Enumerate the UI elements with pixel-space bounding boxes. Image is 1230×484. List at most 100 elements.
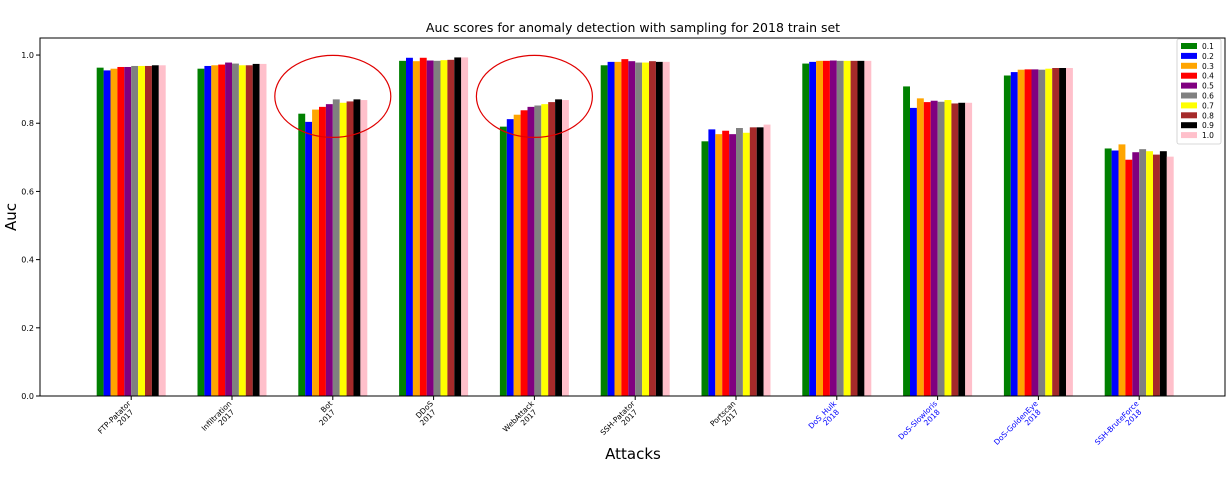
x-tick-label: DoS-Slowloris2018 (896, 399, 944, 447)
bar-0.8-ssh-bruteforce (1153, 154, 1160, 396)
bar-0.1-ssh-bruteforce (1104, 148, 1112, 396)
bar-0.8-dos-goldeneye (1052, 68, 1060, 396)
bar-0.6-dos_hulk (836, 60, 844, 397)
bar-0.5-dos_hulk (829, 60, 837, 396)
bar-0.2-ssh-bruteforce (1111, 150, 1119, 396)
bar-0.4-ssh-patator (621, 59, 629, 396)
x-tick-label: WebAttack2017 (501, 399, 542, 440)
bar-0.7-ssh-bruteforce (1146, 151, 1153, 396)
chart-title: Auc scores for anomaly detection with sa… (426, 20, 840, 35)
bar-0.9-ddos (454, 57, 462, 397)
x-tick-label-text: DoS-Slowloris2018 (896, 399, 944, 447)
bar-0.6-dos-slowloris (937, 101, 945, 396)
legend-label-0.4: 0.4 (1202, 72, 1214, 81)
x-tick-label-text: DoS-GoldenEye2018 (992, 399, 1046, 453)
bar-0.2-ftp-patator (103, 70, 111, 396)
x-tick-label-text: Infiltration2017 (200, 399, 240, 439)
x-tick-label-text: WebAttack2017 (501, 399, 542, 440)
bar-0.8-dos-slowloris (951, 103, 959, 397)
bar-0.8-bot (346, 101, 354, 397)
legend-label-0.6: 0.6 (1202, 92, 1214, 101)
bar-0.8-webattack (548, 102, 556, 396)
y-tick-label: 0.4 (21, 256, 34, 265)
legend-label-0.1: 0.1 (1202, 42, 1214, 51)
legend-swatch-0.6 (1181, 92, 1197, 99)
x-axis-label: Attacks (605, 445, 661, 463)
bar-0.7-dos_hulk (843, 60, 851, 397)
legend-swatch-0.1 (1181, 43, 1197, 49)
bar-0.6-portscan (736, 128, 743, 396)
bar-1.0-ddos (461, 57, 469, 397)
bar-0.2-ssh-patator (607, 61, 615, 397)
bar-0.9-dos-goldeneye (1059, 68, 1066, 396)
bar-0.5-infiltration (225, 62, 232, 397)
plot-frame (39, 37, 1226, 397)
bar-1.0-ftp-patator (158, 65, 166, 396)
y-tick-label: 0.6 (21, 187, 34, 196)
legend-swatch-1.0 (1181, 132, 1197, 139)
bar-0.3-ssh-patator (614, 61, 622, 397)
x-tick-label: DDoS2017 (412, 399, 441, 428)
bar-0.8-dos_hulk (850, 60, 858, 397)
bar-0.6-dos-goldeneye (1038, 69, 1046, 397)
legend-label-0.8: 0.8 (1202, 111, 1214, 120)
x-tick-label: FTP-Patator2017 (96, 398, 136, 435)
bar-0.6-ddos (433, 60, 441, 397)
bar-0.3-webattack (513, 114, 521, 397)
legend-swatch-0.2 (1181, 52, 1197, 59)
bar-0.2-ddos (406, 57, 413, 396)
bar-0.2-bot (305, 121, 313, 397)
bar-0.1-portscan (701, 141, 709, 396)
x-tick-label: Bot2017 (317, 399, 337, 427)
bar-0.4-portscan (722, 130, 730, 397)
bar-1.0-dos-goldeneye (1066, 68, 1073, 396)
bar-0.9-bot (353, 99, 361, 397)
bar-0.9-ftp-patator (151, 65, 159, 396)
bar-0.5-ftp-patator (124, 66, 132, 396)
bar-0.1-bot (298, 113, 306, 396)
highlight-circle-webattack (475, 54, 594, 139)
bar-0.1-ddos (399, 60, 406, 397)
y-tick-label: 0.0 (21, 392, 34, 401)
bar-0.9-portscan (756, 127, 764, 396)
x-tick-label: SSH-Patator2017 (599, 398, 643, 442)
bar-0.1-dos-slowloris (903, 86, 910, 397)
bar-0.3-bot (312, 109, 319, 396)
bar-0.1-dos_hulk (802, 63, 810, 396)
bar-0.5-bot (325, 104, 333, 396)
bar-0.7-webattack (541, 104, 549, 396)
bar-0.9-ssh-patator (655, 61, 663, 397)
bar-0.5-dos-slowloris (930, 100, 938, 397)
x-tick-label-text: SSH-BruteForce2018 (1093, 399, 1147, 453)
legend-swatch-0.7 (1181, 102, 1197, 109)
bar-0.6-ssh-bruteforce (1139, 149, 1147, 396)
x-tick-label-text: SSH-Patator2017 (599, 398, 643, 442)
bar-0.2-dos-slowloris (910, 107, 917, 397)
bar-0.4-dos-goldeneye (1024, 69, 1032, 397)
legend-swatch-0.3 (1181, 62, 1197, 69)
x-tick-label: Infiltration2017 (200, 399, 240, 439)
x-tick-label-text: DDoS2017 (412, 399, 441, 428)
x-tick-label: DoS-GoldenEye2018 (992, 399, 1046, 453)
bar-0.6-webattack (534, 105, 542, 396)
highlight-circle-bot (274, 54, 392, 139)
legend-swatch-0.8 (1181, 112, 1197, 119)
bar-1.0-portscan (763, 124, 771, 396)
legend-label-0.5: 0.5 (1202, 82, 1214, 91)
x-tick-label-text: Portscan2017 (708, 399, 743, 434)
legend-swatch-0.9 (1181, 122, 1197, 129)
bar-0.4-ftp-patator (117, 66, 125, 396)
bar-0.8-infiltration (245, 65, 253, 396)
bar-0.4-dos-slowloris (923, 102, 931, 396)
x-tick-label: Portscan2017 (708, 399, 743, 434)
bar-1.0-bot (360, 100, 368, 397)
bar-0.7-ftp-patator (138, 65, 145, 397)
bar-0.3-ftp-patator (110, 68, 118, 396)
bar-0.1-ssh-patator (600, 65, 608, 396)
bar-0.6-infiltration (232, 63, 239, 396)
legend-label-0.9: 0.9 (1202, 121, 1214, 130)
bar-0.3-infiltration (211, 65, 219, 396)
bar-0.3-ddos (412, 61, 420, 397)
bar-0.4-bot (319, 106, 326, 397)
